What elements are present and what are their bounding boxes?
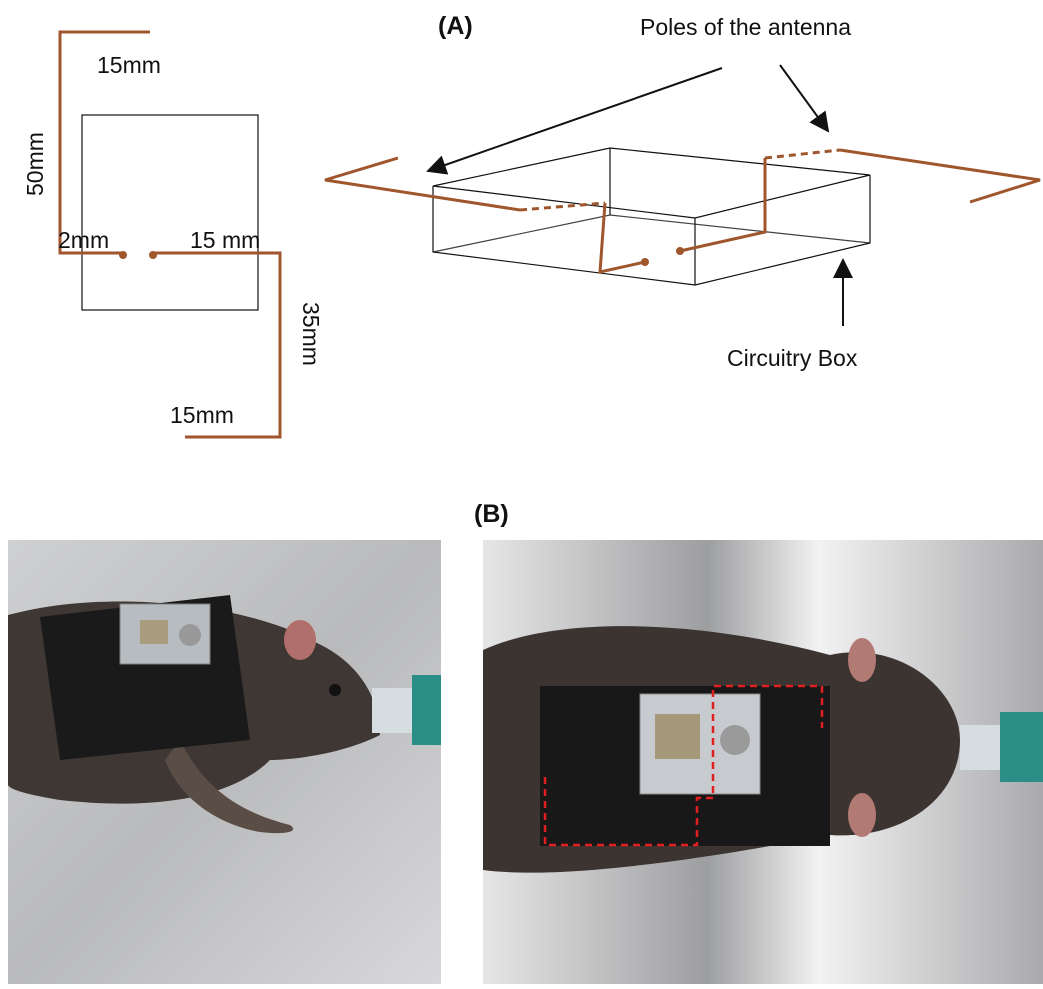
- dimension-label: 15mm: [97, 52, 161, 78]
- panel-label: (B): [474, 500, 509, 528]
- dimension-label: 15mm: [170, 402, 234, 428]
- panel-label: (A): [438, 12, 473, 40]
- dimension-label: 15 mm: [190, 227, 260, 253]
- feed-dot: [119, 251, 127, 259]
- dimension-label: 2mm: [58, 227, 109, 253]
- annotation: Poles of the antenna: [640, 14, 851, 40]
- box-outline: [82, 115, 258, 310]
- annotation: Circuitry Box: [727, 345, 858, 371]
- antenna-flat-diagram: 15mm 50mm 2mm 15 mm 35mm 15mm: [22, 32, 324, 437]
- antenna-3d-diagram: [325, 65, 1040, 326]
- figure: 15mm 50mm 2mm 15 mm 35mm 15mm (A) Poles …: [0, 0, 1043, 984]
- feed-dot: [149, 251, 157, 259]
- photo-top-view: [483, 540, 1043, 984]
- dimension-label: 50mm: [22, 132, 48, 196]
- dimension-label: 35mm: [298, 302, 324, 366]
- photo-side-view: [8, 540, 441, 984]
